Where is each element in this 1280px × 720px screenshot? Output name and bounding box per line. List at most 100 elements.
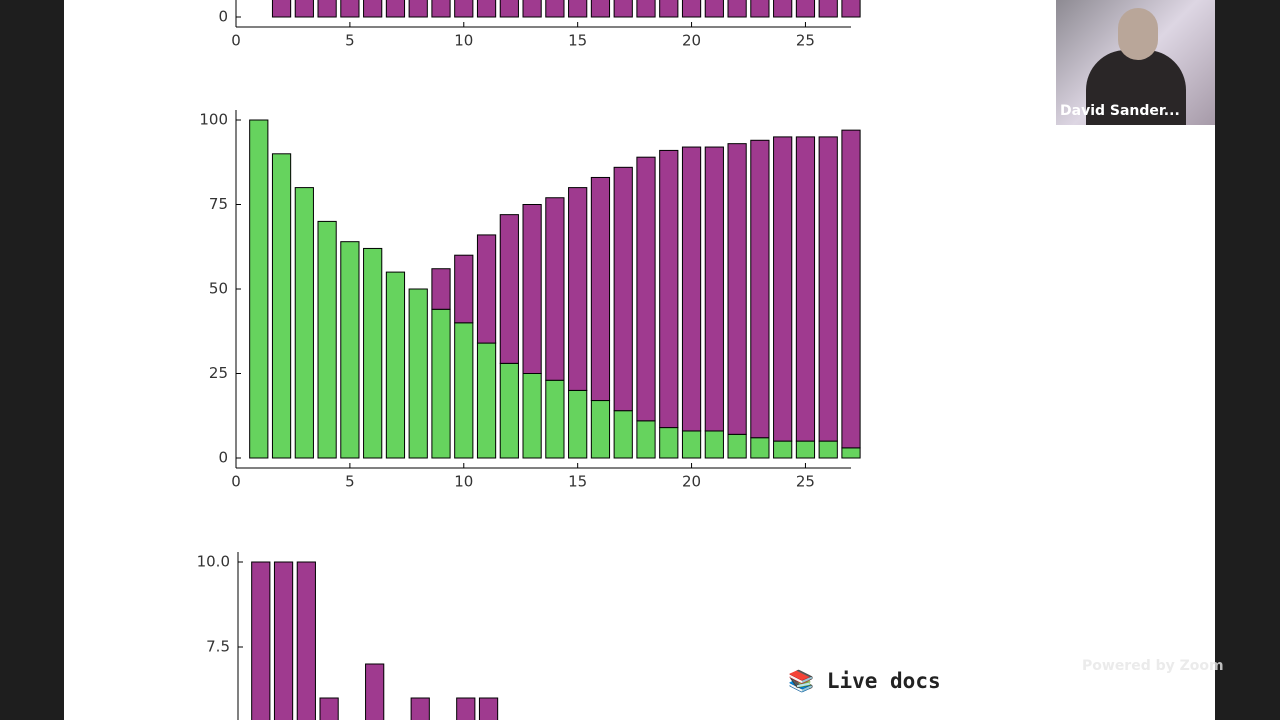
bar	[545, 379, 565, 459]
bar	[478, 697, 499, 720]
x-tick-label: 0	[231, 473, 241, 491]
bar	[317, 220, 337, 459]
bar	[750, 437, 770, 459]
bar	[431, 268, 451, 310]
bar	[568, 389, 588, 459]
bar	[795, 0, 816, 18]
x-tick-label: 15	[568, 32, 587, 50]
bar	[294, 0, 314, 18]
person-head	[1118, 8, 1158, 60]
bar	[456, 697, 476, 720]
y-tick-label: 7.5	[206, 638, 230, 656]
live-docs-label: Live docs	[826, 669, 941, 693]
bar	[273, 561, 294, 720]
bar	[476, 342, 497, 459]
x-tick-label: 25	[796, 473, 815, 491]
watermark: Powered by Zoom	[1082, 658, 1224, 674]
bar	[659, 0, 679, 18]
webcam-tile: David Sander...	[1056, 0, 1215, 125]
bar	[385, 0, 406, 18]
bar	[773, 440, 793, 459]
bar	[294, 187, 314, 459]
bar	[727, 0, 747, 18]
x-tick-label: 25	[796, 32, 815, 50]
bar	[251, 561, 271, 720]
bar	[385, 271, 406, 459]
bar	[818, 0, 838, 18]
bar	[431, 308, 451, 459]
bar	[340, 0, 360, 18]
x-tick-label: 10	[454, 32, 473, 50]
y-tick-label: 50	[209, 280, 228, 298]
y-tick-label: 75	[209, 195, 228, 213]
x-tick-label: 0	[231, 32, 241, 50]
bar	[704, 146, 724, 432]
bar	[727, 433, 747, 459]
bar	[271, 0, 292, 18]
bar	[613, 0, 633, 18]
bar	[681, 0, 702, 18]
bar	[568, 187, 588, 391]
bar	[727, 143, 747, 435]
bar	[590, 0, 611, 18]
bar	[590, 176, 611, 402]
x-tick-label: 5	[345, 473, 355, 491]
bar	[317, 0, 337, 18]
bar	[454, 0, 474, 18]
x-tick-label: 20	[682, 32, 701, 50]
bar	[750, 0, 770, 18]
bar	[818, 136, 838, 442]
bar	[410, 697, 430, 720]
y-tick-label: 100	[199, 111, 228, 129]
bar	[773, 0, 793, 18]
bar	[704, 0, 724, 18]
bar	[636, 0, 656, 18]
bar	[681, 430, 702, 459]
bar	[499, 0, 519, 18]
bar	[319, 697, 339, 720]
bar	[545, 0, 565, 18]
bar	[773, 136, 793, 442]
person-body	[1086, 50, 1186, 125]
y-tick-label: 0	[218, 8, 228, 26]
x-tick-label: 15	[568, 473, 587, 491]
bar	[454, 254, 474, 324]
bar	[841, 129, 861, 449]
bar	[249, 119, 269, 459]
bar	[499, 362, 519, 459]
bar	[340, 241, 360, 459]
bar	[365, 663, 385, 720]
bar	[476, 234, 497, 344]
bar	[613, 166, 633, 412]
y-tick-label: 10.0	[197, 553, 230, 571]
bar	[454, 322, 474, 459]
bar	[271, 153, 292, 459]
x-tick-label: 10	[454, 473, 473, 491]
bar	[795, 136, 816, 442]
bar	[522, 373, 542, 459]
bar	[408, 288, 428, 459]
bar	[363, 0, 383, 18]
bar	[636, 156, 656, 422]
bar	[476, 0, 497, 18]
bar	[545, 197, 565, 381]
bar	[590, 400, 611, 459]
bar	[363, 247, 383, 459]
bar	[841, 447, 861, 459]
bar	[636, 420, 656, 459]
bar	[613, 410, 633, 459]
bar	[568, 0, 588, 18]
x-tick-label: 20	[682, 473, 701, 491]
bar	[841, 0, 861, 18]
book-icon: 📚	[788, 669, 815, 693]
bar	[522, 204, 542, 374]
bar	[681, 146, 702, 432]
bar	[408, 0, 428, 18]
bar	[795, 440, 816, 459]
live-docs-button[interactable]: 📚 Live docs	[788, 669, 941, 694]
bar	[704, 430, 724, 459]
bar	[296, 561, 316, 720]
bar	[499, 214, 519, 364]
